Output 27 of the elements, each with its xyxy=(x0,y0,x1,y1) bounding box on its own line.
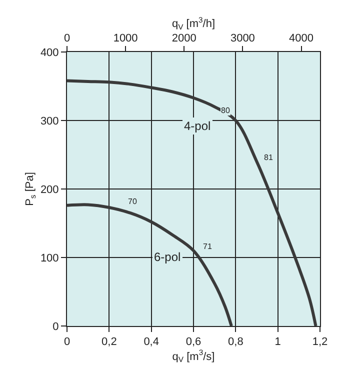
x-tick-label: 1,2 xyxy=(312,336,328,348)
annotation: 80 xyxy=(221,106,230,115)
annotation: 71 xyxy=(203,242,212,251)
line-series xyxy=(67,79,318,326)
x2-tick-label: 1000 xyxy=(113,32,138,45)
y-tick-label: 400 xyxy=(40,46,59,59)
annotation: 70 xyxy=(128,197,138,206)
y-tick-label: 0 xyxy=(52,320,59,333)
x2-tick-label: 2000 xyxy=(172,32,196,45)
x2-tick-label: 0 xyxy=(64,32,70,45)
line-series xyxy=(67,203,233,326)
series-label: 4-pol xyxy=(184,119,211,133)
y-tick-label: 300 xyxy=(40,115,59,128)
x2-tick-label: 3000 xyxy=(230,32,255,45)
x-tick-label: 0,2 xyxy=(102,336,117,348)
x-axis-title: q$_{V}$ [m$^{3}$/s] xyxy=(172,348,215,364)
annotation: 81 xyxy=(264,153,274,162)
x-tick-label: 0,6 xyxy=(186,336,202,348)
x-tick-label: 0 xyxy=(64,336,70,348)
x2-tick-label: 4000 xyxy=(289,32,314,45)
y-tick-label: 100 xyxy=(40,252,59,264)
y-tick-label: 200 xyxy=(40,184,59,196)
x2-axis-title: q$_{V}$ [m$^{3}$/h] xyxy=(172,16,216,32)
x-tick-label: 1 xyxy=(274,336,281,348)
x-tick-label: 0,8 xyxy=(228,336,244,348)
x-tick-label: 0,4 xyxy=(144,336,159,348)
series-label: 6-pol xyxy=(154,250,181,264)
